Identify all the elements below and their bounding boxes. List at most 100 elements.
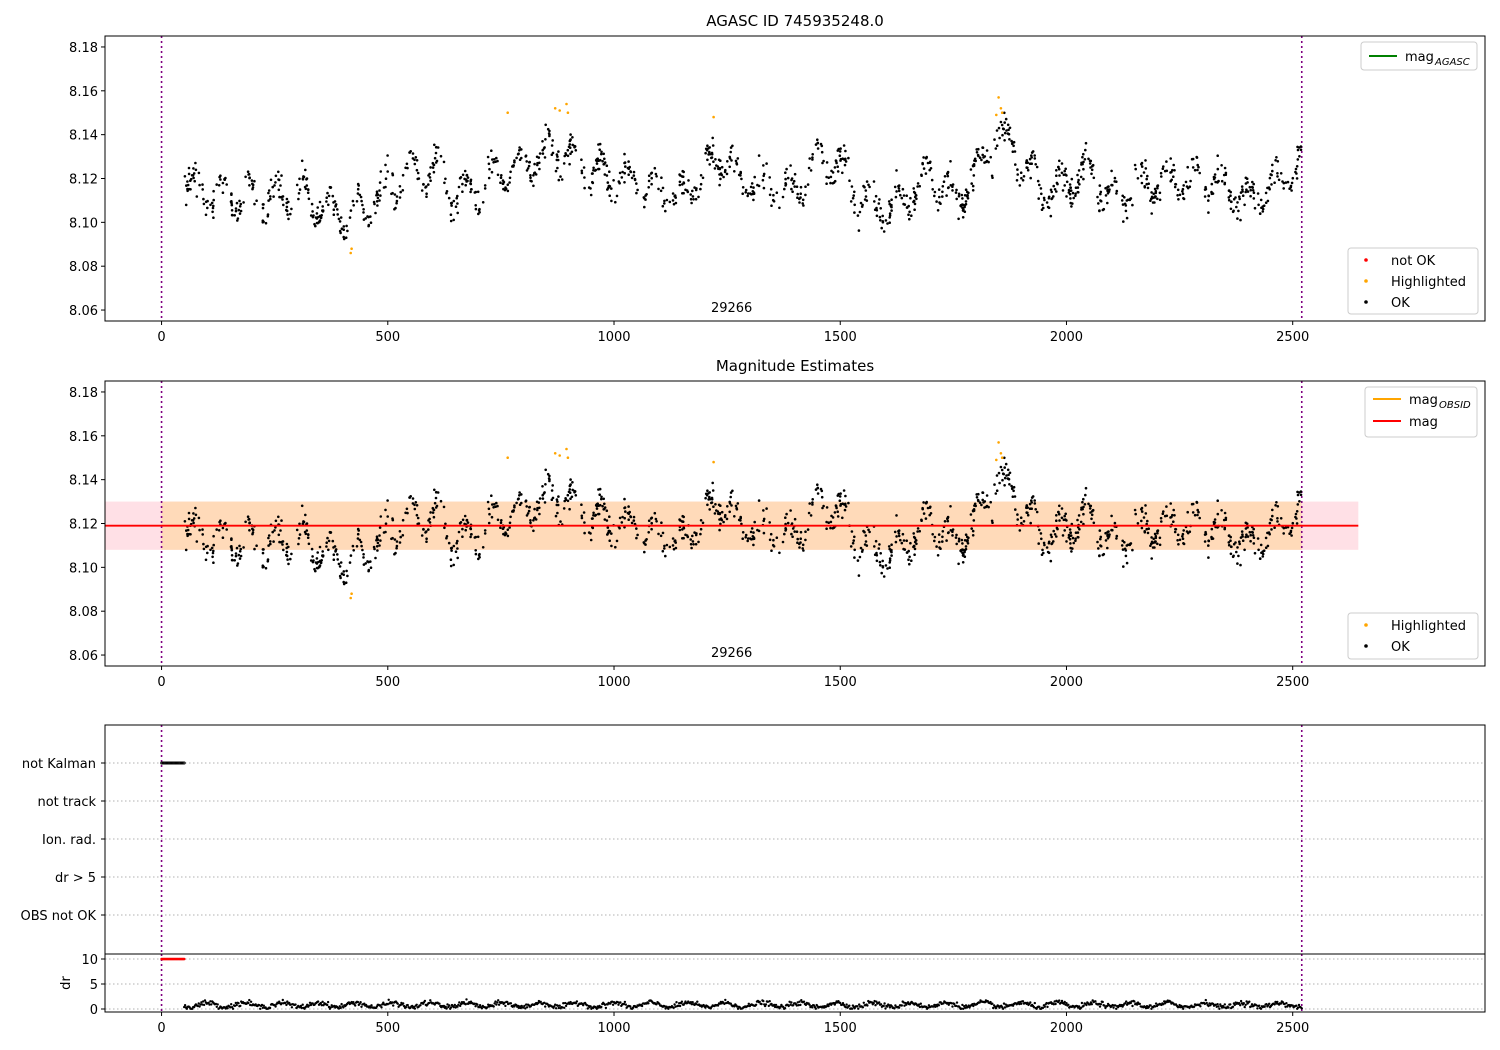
ok-point	[427, 183, 430, 186]
ok-point	[1270, 528, 1273, 531]
ok-point	[957, 539, 961, 543]
ok-point	[382, 186, 386, 189]
ok-point	[946, 172, 949, 175]
ok-point	[1252, 182, 1255, 186]
ok-point	[564, 497, 567, 500]
ok-point	[1025, 511, 1028, 514]
ok-point	[1198, 171, 1201, 175]
ok-point	[452, 199, 456, 203]
ok-point	[428, 521, 432, 524]
ok-point	[282, 548, 285, 552]
ok-point	[1248, 530, 1252, 534]
ok-point	[339, 561, 343, 564]
ok-point	[1184, 180, 1188, 184]
ok-point	[542, 147, 546, 150]
ok-point	[1248, 185, 1252, 189]
dr-point	[942, 1002, 945, 1005]
dr-point	[438, 1002, 441, 1005]
ok-point	[819, 142, 823, 146]
ok-point	[772, 538, 775, 542]
ok-point	[211, 210, 214, 214]
highlighted-point	[565, 447, 568, 451]
dr-point	[903, 1004, 906, 1007]
ok-point	[1067, 188, 1071, 192]
ok-point	[1083, 158, 1087, 161]
ok-point	[217, 184, 221, 187]
ok-point	[1046, 205, 1050, 209]
ok-point	[1057, 510, 1060, 514]
ok-point	[1078, 183, 1081, 186]
ok-point	[474, 207, 478, 211]
dr-point	[919, 1002, 922, 1005]
ok-point	[424, 531, 427, 534]
dr-point	[872, 1001, 875, 1005]
dr-point	[960, 1007, 963, 1010]
dr-point	[387, 998, 390, 1001]
ok-point	[829, 526, 832, 530]
ok-point	[321, 555, 325, 558]
ok-point	[415, 513, 419, 517]
dr-point	[1002, 1002, 1006, 1005]
ok-point	[1067, 191, 1071, 194]
ok-point	[697, 540, 700, 544]
ok-point	[1064, 512, 1067, 516]
ok-point	[508, 181, 511, 184]
ok-point	[1035, 165, 1039, 169]
ok-point	[597, 512, 601, 516]
ok-point	[1107, 185, 1110, 188]
ok-point	[399, 190, 403, 194]
ok-point	[499, 526, 502, 529]
ok-point	[274, 519, 278, 523]
ok-point	[1144, 512, 1148, 515]
ok-point	[857, 574, 861, 577]
ok-point	[398, 541, 402, 544]
ok-point	[920, 174, 923, 177]
axes-frame	[104, 953, 1486, 1013]
ok-point	[659, 534, 663, 538]
ok-point	[789, 509, 792, 512]
ok-point	[851, 196, 855, 200]
ok-point	[378, 189, 381, 192]
dr-point	[1227, 1006, 1230, 1009]
ok-point	[1069, 197, 1072, 200]
ok-point	[1269, 518, 1272, 521]
ok-point	[660, 521, 663, 524]
ok-point	[980, 503, 983, 507]
ok-point	[746, 194, 749, 198]
ok-point	[428, 176, 432, 179]
ok-point	[386, 499, 389, 502]
ok-point	[888, 212, 892, 215]
ok-point	[520, 156, 523, 160]
ok-point	[336, 208, 339, 211]
dr-point	[782, 1005, 785, 1009]
legend-point-swatch	[1364, 279, 1368, 283]
ok-point	[367, 569, 370, 573]
dr-point	[874, 1004, 877, 1007]
ok-point	[483, 529, 487, 532]
ok-point	[966, 542, 970, 545]
ok-point	[647, 174, 651, 177]
ok-point	[289, 557, 292, 561]
ok-point	[1262, 549, 1266, 552]
y-axis-label: dr	[59, 976, 74, 990]
ok-point	[411, 152, 415, 155]
ok-point	[691, 189, 694, 193]
ok-point	[261, 206, 265, 210]
ok-point	[1235, 205, 1238, 209]
ok-point	[711, 489, 715, 492]
ok-point	[186, 180, 189, 183]
ok-point	[643, 550, 646, 554]
ok-point	[621, 170, 624, 174]
ok-point	[907, 204, 910, 208]
dr-point	[1041, 1006, 1045, 1010]
ok-point	[212, 543, 215, 547]
ok-point	[1244, 535, 1247, 539]
ok-point	[504, 531, 507, 534]
ok-point	[340, 227, 344, 230]
ok-point	[1156, 186, 1159, 190]
ok-point	[1207, 556, 1210, 559]
dr-point	[319, 1001, 322, 1005]
ok-point	[985, 149, 989, 152]
ok-point	[910, 559, 913, 562]
